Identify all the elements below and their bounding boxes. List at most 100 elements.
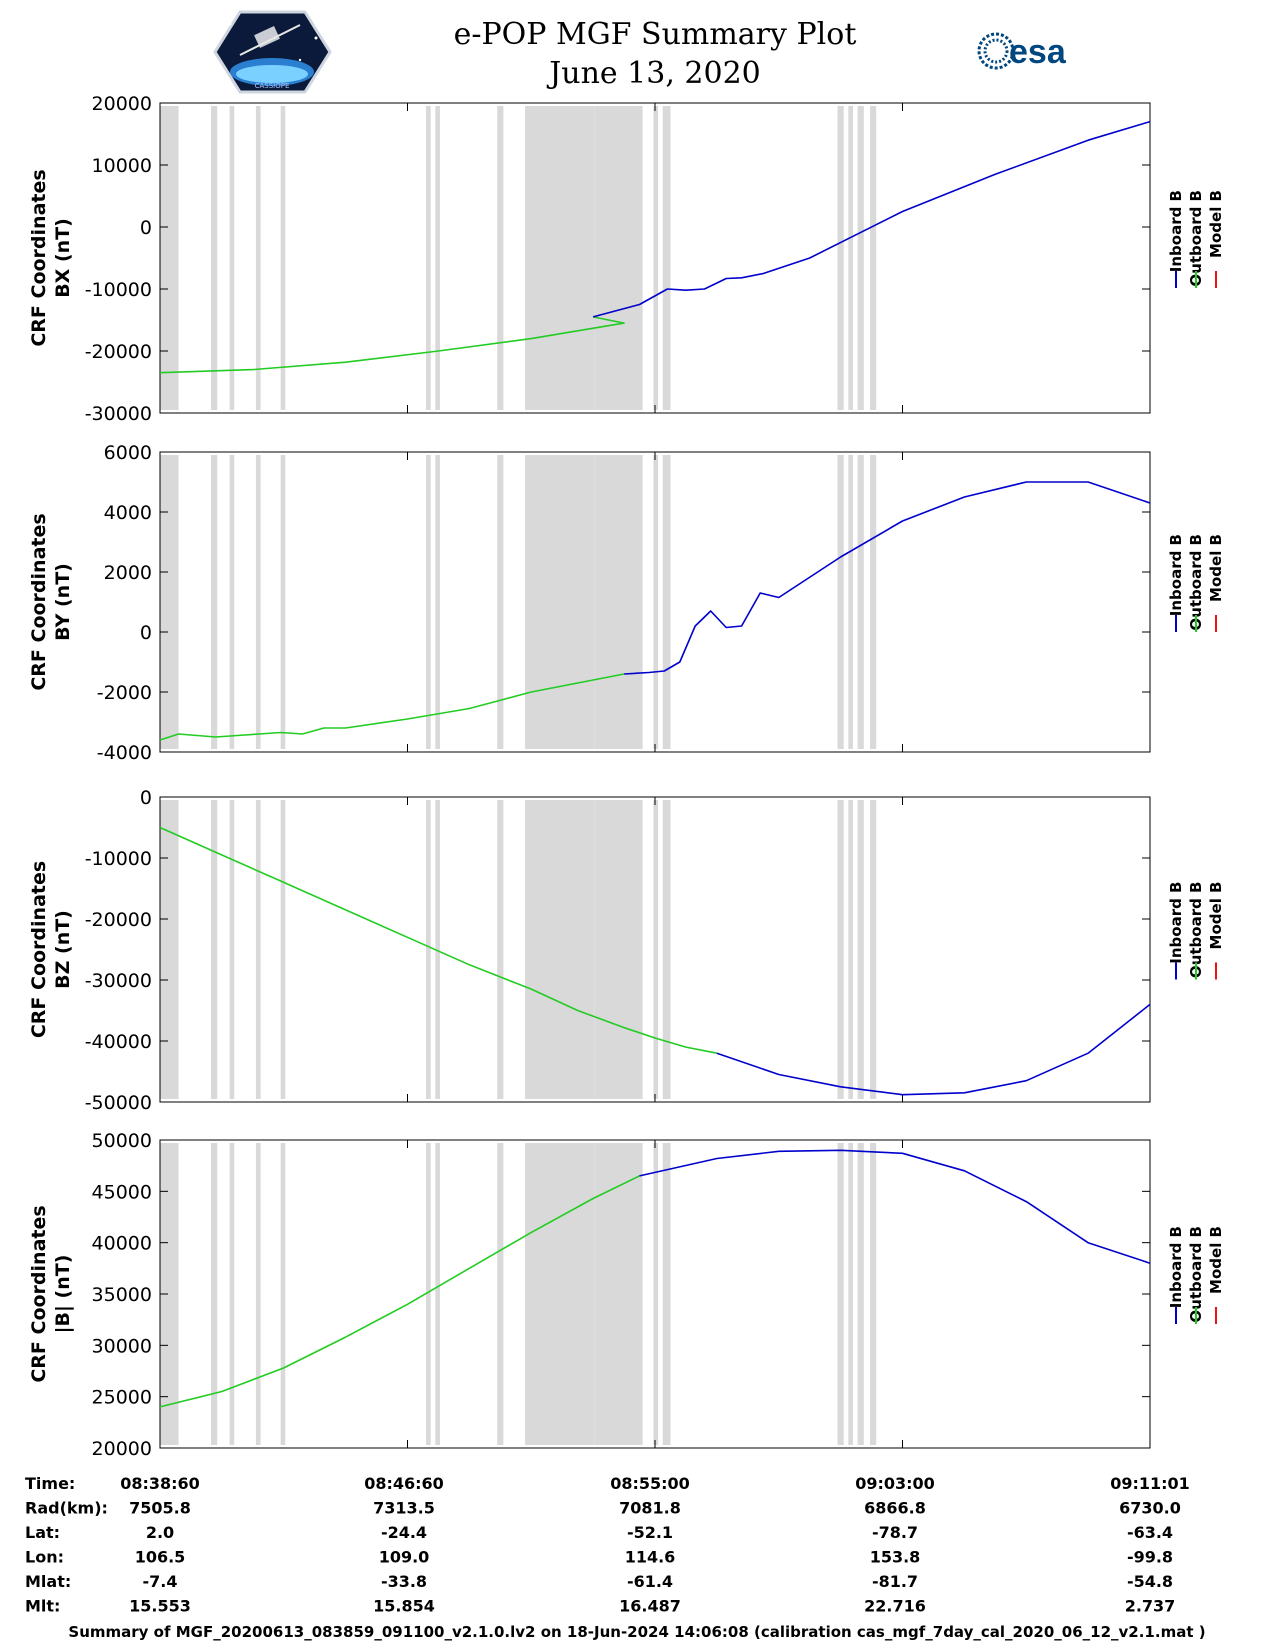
y-tick-label: 10000	[92, 155, 152, 177]
data-gap-12	[662, 106, 671, 410]
data-gap-3	[229, 106, 235, 410]
data-gap-14	[848, 455, 853, 749]
legend-label-model-b: Model B	[1207, 534, 1225, 602]
info-cell: 7081.8	[619, 1499, 681, 1518]
y-axis-label: CRF Coordinates BY (nT)	[28, 513, 74, 690]
data-gap-10	[594, 106, 643, 410]
footer-caption: Summary of MGF_20200613_083859_091100_v2…	[68, 1623, 1205, 1641]
info-row-label: Lat:	[25, 1523, 60, 1542]
data-gap-8	[497, 800, 504, 1099]
info-row-label: Time:	[25, 1474, 75, 1493]
y-tick-label: -4000	[97, 742, 152, 764]
data-gap-14	[848, 800, 853, 1099]
cassiope-logo: CASSIOPE	[213, 10, 332, 94]
data-gap-7	[435, 455, 440, 749]
info-row-label: Mlt:	[25, 1597, 60, 1616]
info-cell: 2.737	[1125, 1597, 1176, 1616]
series-inboard-b	[716, 1003, 1151, 1096]
panel-2: 6000 4000 2000 0 -2000 -4000 CRF Coordinates BY…	[28, 442, 1225, 764]
data-gap-3	[229, 800, 235, 1099]
legend-label-outboard-b: Outboard B	[1187, 534, 1205, 631]
series-inboard-b	[639, 1149, 1151, 1264]
data-gap-13	[837, 1143, 844, 1445]
data-gap-9	[525, 1143, 595, 1445]
legend-label-inboard-b: Inboard B	[1167, 882, 1185, 964]
data-gap-1	[160, 106, 179, 410]
y-tick-label: 0	[140, 622, 152, 644]
y-axis-label: CRF Coordinates BZ (nT)	[28, 861, 74, 1038]
info-cell: 109.0	[379, 1548, 430, 1567]
info-cell: -78.7	[872, 1523, 918, 1542]
y-axis-label-line: BZ (nT)	[52, 910, 74, 989]
data-gap-7	[435, 800, 440, 1099]
y-tick-label: 6000	[104, 442, 152, 464]
figure-subtitle: June 13, 2020	[546, 56, 761, 91]
legend-label-inboard-b: Inboard B	[1167, 190, 1185, 272]
y-axis-label-line: BX (nT)	[52, 218, 74, 298]
y-tick-label: 4000	[104, 502, 152, 524]
info-cell: 08:55:00	[610, 1474, 690, 1493]
y-tick-label: -30000	[85, 403, 152, 425]
y-tick-label: -10000	[85, 279, 152, 301]
data-gap-10	[594, 800, 643, 1099]
data-gap-7	[435, 106, 440, 410]
info-cell: 15.553	[129, 1597, 191, 1616]
data-gap-11	[653, 1143, 659, 1445]
info-row-label: Rad(km):	[25, 1499, 108, 1518]
info-cell: 22.716	[864, 1597, 926, 1616]
y-axis-label: CRF Coordinates BX (nT)	[28, 169, 74, 346]
cassiope-logo-text: CASSIOPE	[255, 82, 290, 90]
info-cell: 7313.5	[373, 1499, 435, 1518]
data-gap-11	[653, 106, 659, 410]
data-gap-15	[857, 800, 864, 1099]
data-gap-6	[426, 1143, 431, 1445]
data-gap-9	[525, 455, 595, 749]
y-tick-label: 50000	[92, 1130, 152, 1152]
series-inboard-b	[624, 481, 1151, 675]
legend-label-model-b: Model B	[1207, 882, 1225, 950]
y-tick-label: 30000	[92, 1335, 152, 1357]
info-cell: 106.5	[135, 1548, 186, 1567]
info-cell: 15.854	[373, 1597, 435, 1616]
legend-label-inboard-b: Inboard B	[1167, 534, 1185, 616]
data-gap-6	[426, 800, 431, 1099]
info-cell: -52.1	[627, 1523, 673, 1542]
data-gap-1	[160, 800, 179, 1099]
data-gap-5	[280, 455, 286, 749]
data-gap-3	[229, 455, 235, 749]
y-tick-label: -20000	[85, 341, 152, 363]
info-cell: -33.8	[381, 1572, 427, 1591]
y-tick-label: 40000	[92, 1233, 152, 1255]
y-tick-label: -40000	[85, 1031, 152, 1053]
info-cell: -81.7	[872, 1572, 918, 1591]
data-gap-13	[837, 455, 844, 749]
data-gap-1	[160, 455, 179, 749]
info-cell: 16.487	[619, 1597, 681, 1616]
data-gap-14	[848, 1143, 853, 1445]
legend-label-outboard-b: Outboard B	[1187, 190, 1205, 287]
info-cell: 153.8	[870, 1548, 921, 1567]
data-gap-10	[594, 1143, 643, 1445]
y-tick-label: 35000	[92, 1284, 152, 1306]
series-outboard-b	[159, 826, 718, 1054]
data-gap-13	[837, 800, 844, 1099]
y-axis-label-line: CRF Coordinates	[28, 169, 50, 346]
data-gap-14	[848, 106, 853, 410]
data-gap-12	[662, 455, 671, 749]
y-tick-label: 25000	[92, 1387, 152, 1409]
data-gap-5	[280, 800, 286, 1099]
data-gap-15	[857, 1143, 864, 1445]
info-cell: 6730.0	[1119, 1499, 1181, 1518]
y-tick-label: 2000	[104, 562, 152, 584]
info-row-label: Mlat:	[25, 1572, 71, 1591]
data-gap-15	[857, 106, 864, 410]
figure-title: e-POP MGF Summary Plot	[454, 17, 857, 52]
data-gap-16	[870, 106, 877, 410]
y-tick-label: -10000	[85, 848, 152, 870]
data-gap-16	[870, 800, 877, 1099]
data-gap-8	[497, 1143, 504, 1445]
info-cell: -63.4	[1127, 1523, 1173, 1542]
data-gap-2	[211, 1143, 218, 1445]
data-gap-3	[229, 1143, 235, 1445]
